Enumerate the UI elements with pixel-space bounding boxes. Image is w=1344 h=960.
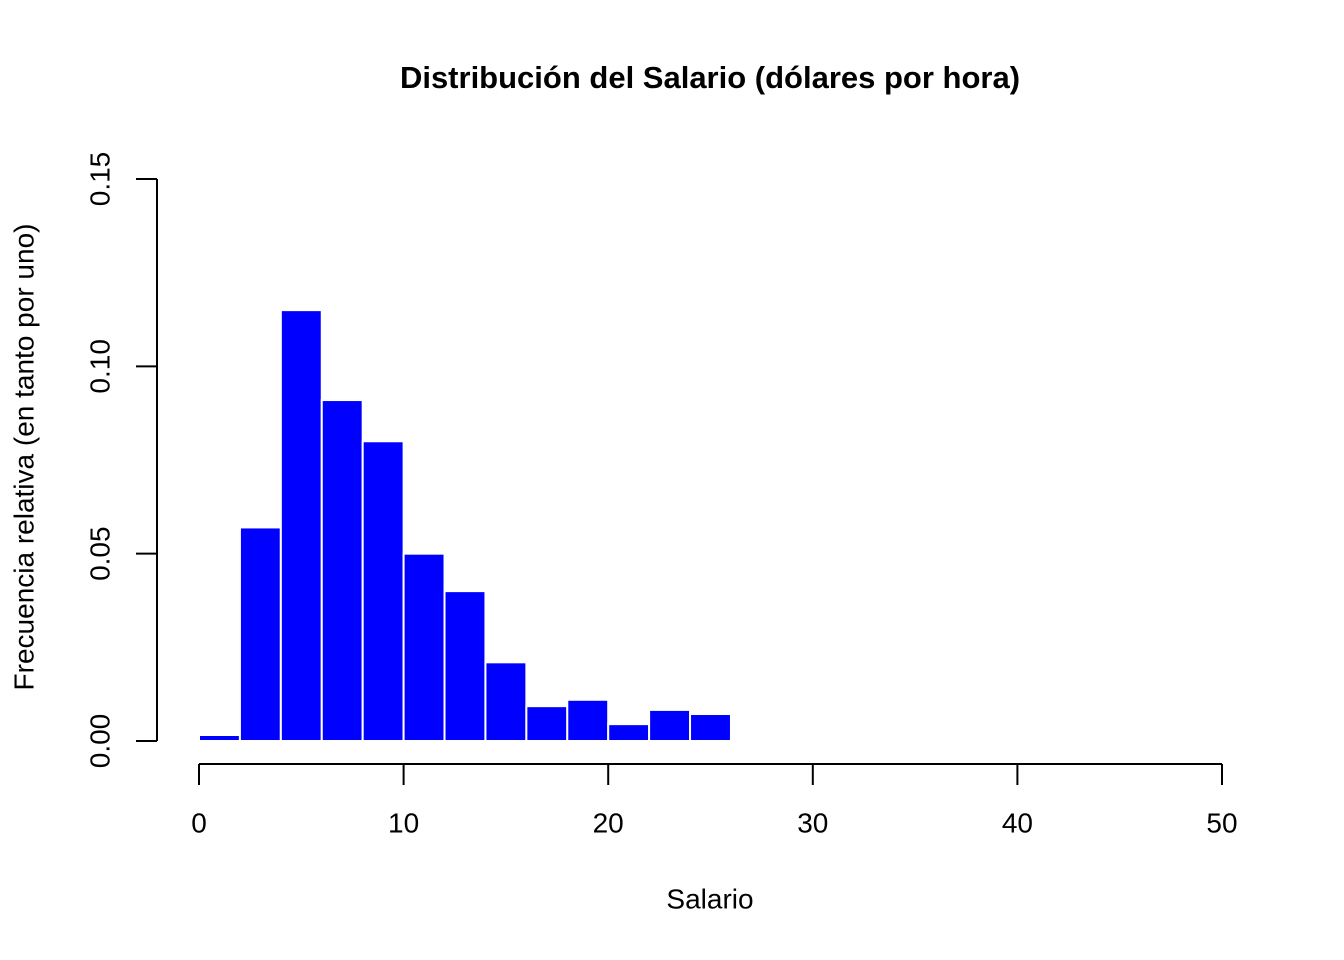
bar [198,734,241,742]
x-tick-label: 0 [191,807,207,838]
x-tick-label: 50 [1206,807,1237,838]
y-tick-label: 0.00 [84,714,115,769]
bar [566,698,610,743]
bar [525,705,569,743]
bar [238,526,282,742]
y-tick-label: 0.10 [84,339,115,394]
y-tick-label: 0.05 [84,526,115,581]
bar [361,440,405,742]
x-tick-label: 10 [388,807,419,838]
y-tick-label: 0.15 [84,152,115,207]
x-tick-label: 30 [797,807,828,838]
x-tick-label: 40 [1002,807,1033,838]
bar [443,590,487,743]
bar [689,713,732,742]
bar [607,723,651,743]
bar [729,738,773,742]
chart-title: Distribución del Salario (dólares por ho… [400,60,1020,95]
bar [279,309,323,742]
bar [648,708,692,742]
bar [402,552,446,743]
bar [1098,738,1142,742]
x-axis-label: Salario [666,883,753,914]
x-tick-label: 20 [593,807,624,838]
bar [484,661,528,743]
bar [320,399,364,742]
y-axis-label: Frecuencia relativa (en tanto por uno) [8,224,39,691]
